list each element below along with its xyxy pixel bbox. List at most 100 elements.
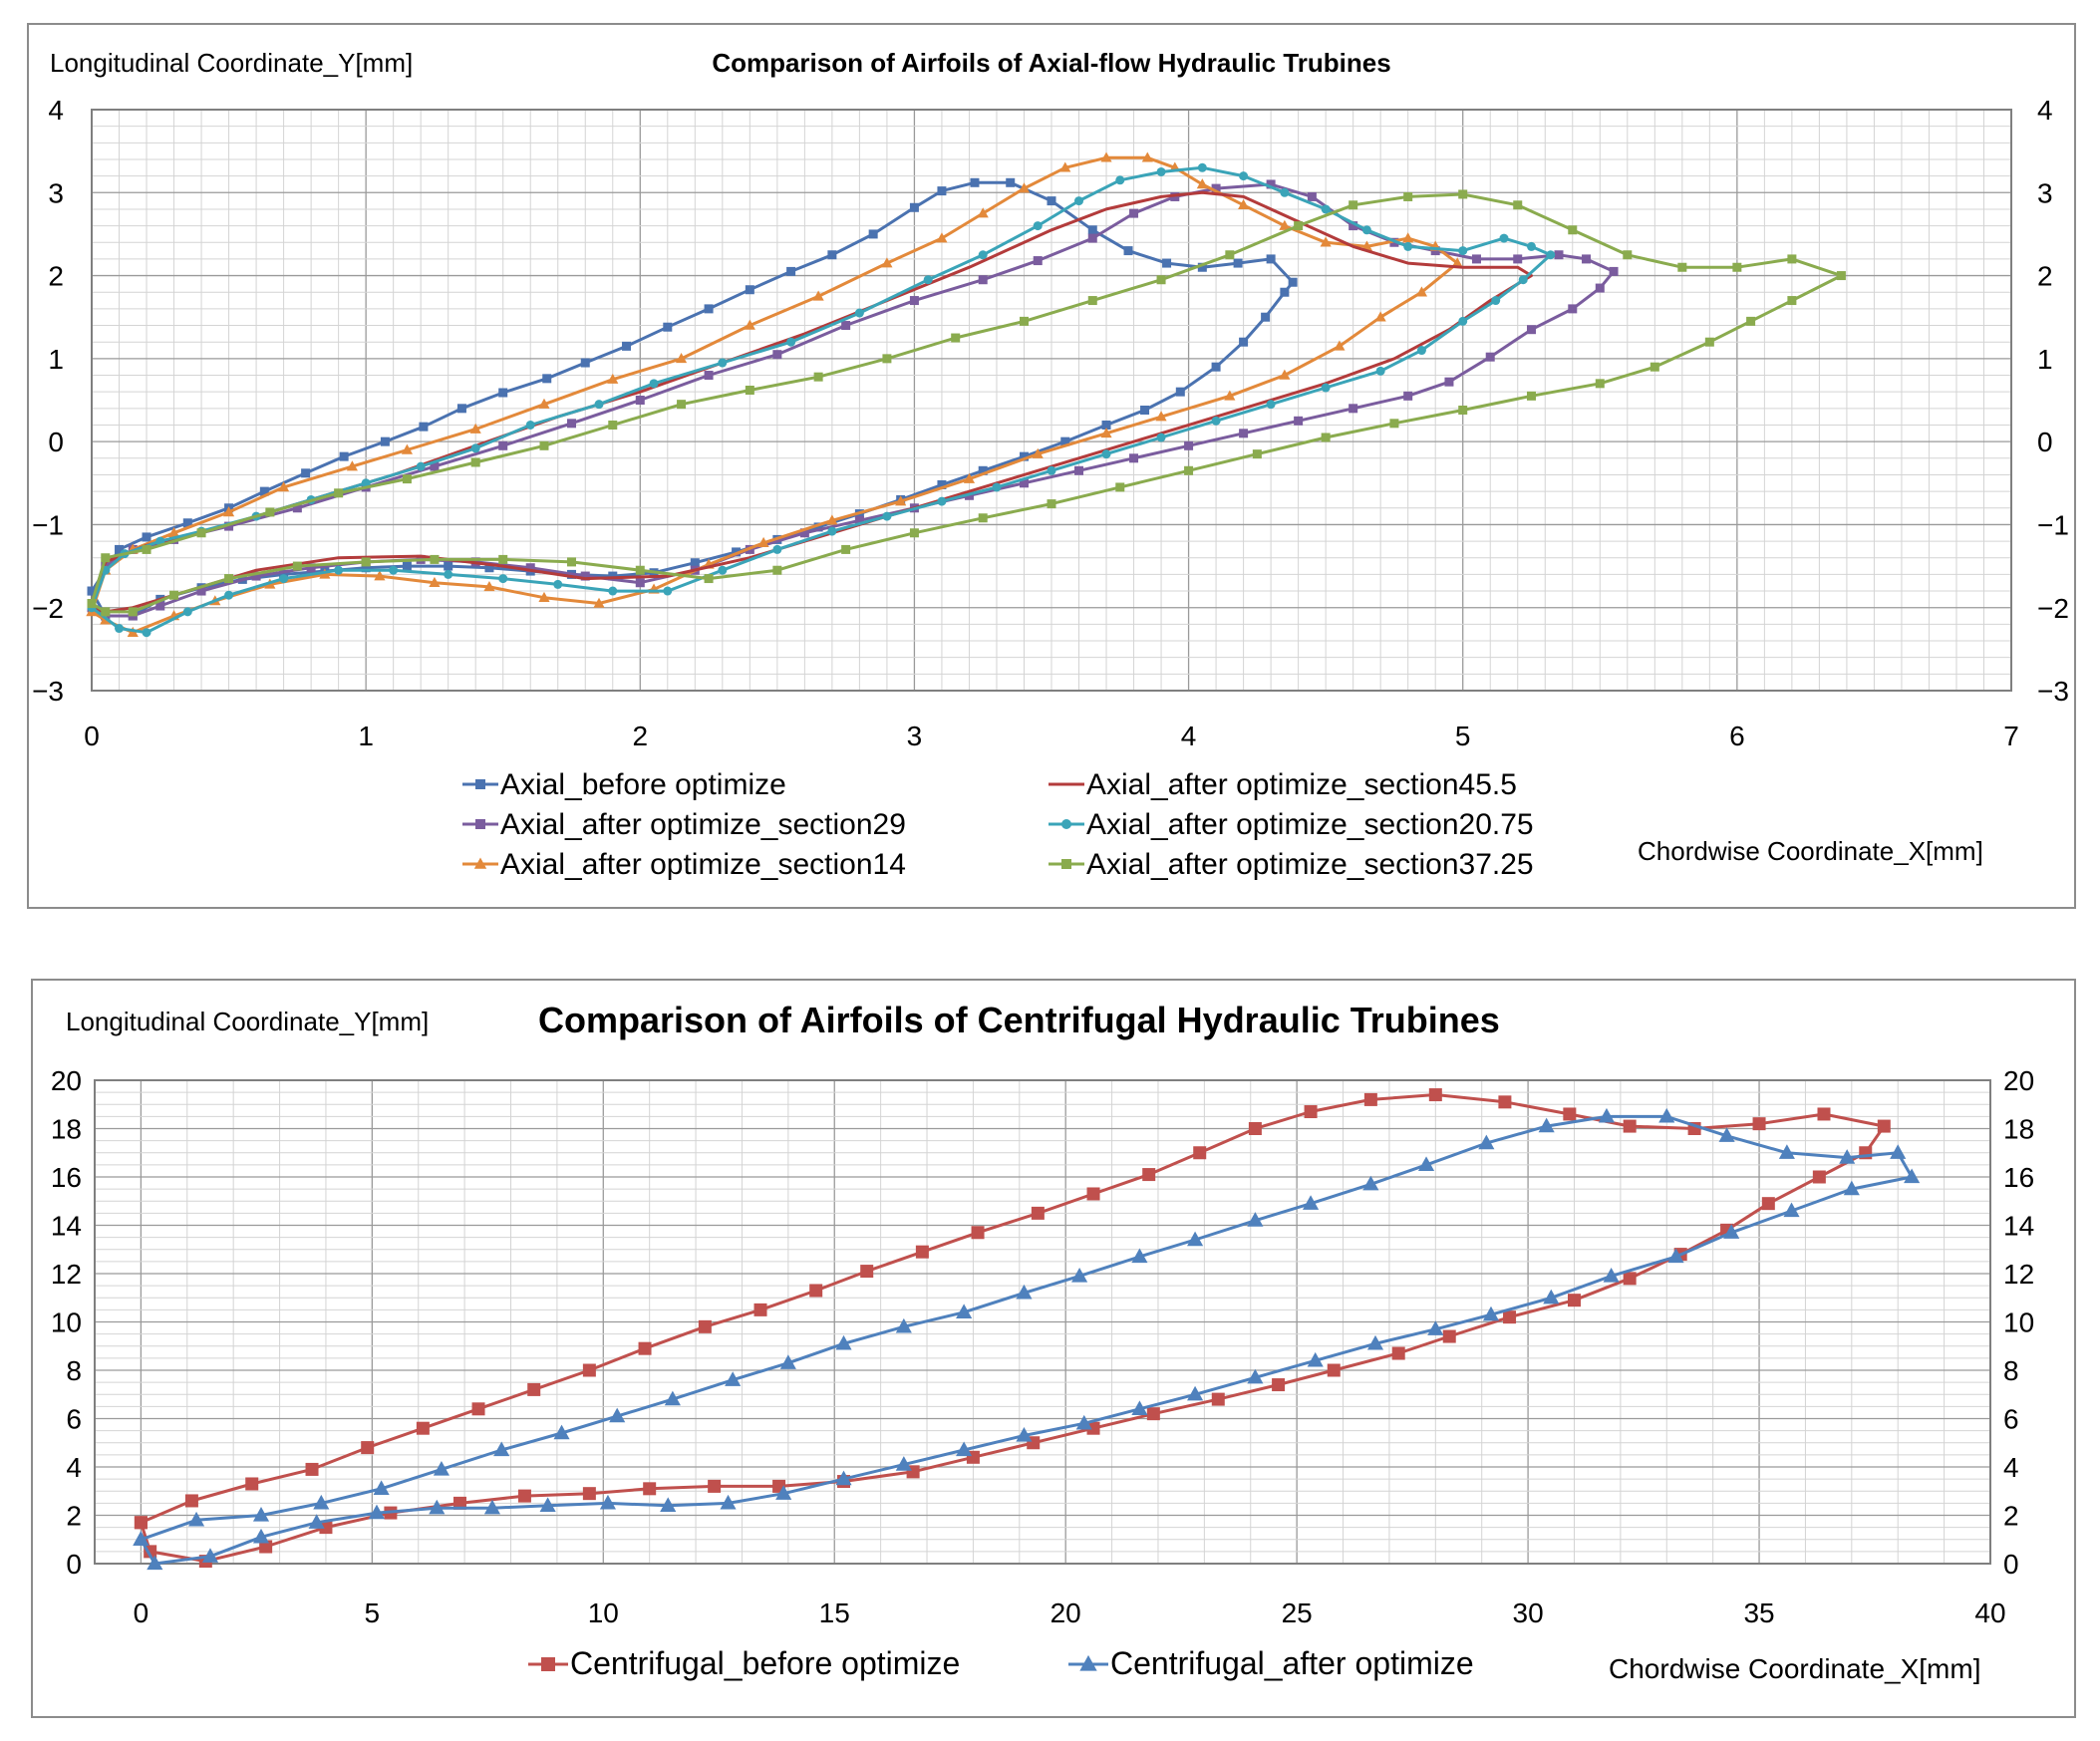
- data-point-axial-before-optimize: [690, 558, 700, 568]
- data-point-axial-after-optimize-section29: [1349, 221, 1358, 231]
- data-point-axial-after-optimize-section37-25: [1787, 254, 1797, 264]
- axial-y-tick-label-right: −2: [2037, 593, 2069, 624]
- data-point-axial-before-optimize: [87, 586, 97, 596]
- data-point-axial-after-optimize-section20-75: [718, 565, 728, 575]
- data-point-centrifugal-before-optimize: [753, 1303, 767, 1316]
- data-point-axial-after-optimize-section29: [854, 515, 864, 525]
- data-point-centrifugal-before-optimize: [184, 1494, 198, 1508]
- data-point-axial-after-optimize-section29: [1554, 250, 1564, 260]
- data-point-centrifugal-before-optimize: [698, 1319, 712, 1333]
- data-point-axial-before-optimize: [745, 285, 754, 295]
- data-point-axial-after-optimize-section37-25: [1115, 482, 1125, 492]
- data-point-axial-after-optimize-section37-25: [1568, 225, 1578, 235]
- data-point-axial-after-optimize-section37-25: [1746, 316, 1756, 326]
- data-point-axial-after-optimize-section20-75: [1115, 175, 1125, 185]
- series-line-axial-after-optimize-section20-75: [90, 165, 1553, 635]
- data-point-axial-after-optimize-section37-25: [128, 607, 138, 617]
- series-axial-after-optimize-section20-75: [87, 162, 1556, 638]
- data-point-centrifugal-before-optimize: [452, 1496, 466, 1510]
- data-point-axial-after-optimize-section37-25: [1732, 262, 1742, 272]
- centrifugal-x-axis-label: Chordwise Coordinate_X[mm]: [1609, 1653, 1981, 1684]
- data-point-centrifugal-before-optimize: [643, 1482, 657, 1496]
- data-point-axial-after-optimize-section14: [1155, 411, 1167, 422]
- data-point-centrifugal-after-optimize: [1075, 1414, 1092, 1430]
- centrifugal-y-tick-label-right: 0: [2003, 1549, 2019, 1580]
- data-point-axial-after-optimize-section29: [1087, 233, 1097, 243]
- data-point-axial-after-optimize-section20-75: [1101, 449, 1111, 459]
- data-point-axial-after-optimize-section20-75: [498, 574, 508, 584]
- centrifugal-y-tick-label-right: 18: [2003, 1114, 2034, 1145]
- data-point-axial-before-optimize: [937, 186, 947, 196]
- data-point-centrifugal-after-optimize: [539, 1497, 556, 1512]
- data-point-centrifugal-before-optimize: [1142, 1168, 1156, 1182]
- data-point-axial-after-optimize-section20-75: [334, 565, 344, 575]
- data-point-centrifugal-before-optimize: [1304, 1105, 1318, 1119]
- data-point-axial-after-optimize-section14: [222, 506, 235, 517]
- data-point-axial-after-optimize-section20-75: [786, 337, 796, 347]
- centrifugal-y-tick-label-left: 14: [51, 1211, 82, 1242]
- data-point-axial-after-optimize-section37-25: [292, 561, 302, 571]
- axial-x-tick-label: 7: [2003, 721, 2019, 751]
- data-point-axial-after-optimize-section20-75: [923, 275, 933, 285]
- data-point-axial-after-optimize-section37-25: [635, 565, 645, 575]
- data-point-centrifugal-after-optimize: [660, 1497, 677, 1512]
- legend-item-centrifugal-after-optimize: Centrifugal_after optimize: [1068, 1645, 1474, 1681]
- data-point-axial-after-optimize-section37-25: [539, 440, 549, 450]
- data-point-centrifugal-after-optimize: [373, 1480, 390, 1495]
- centrifugal-y-tick-label-right: 20: [2003, 1065, 2034, 1096]
- data-point-axial-after-optimize-section20-75: [470, 443, 480, 453]
- data-point-axial-after-optimize-section29: [772, 350, 782, 360]
- data-point-axial-after-optimize-section14: [1279, 219, 1291, 230]
- data-point-axial-after-optimize-section29: [1471, 254, 1481, 264]
- data-point-axial-after-optimize-section20-75: [1239, 171, 1249, 181]
- data-point-axial-after-optimize-section14: [278, 481, 290, 492]
- data-point-centrifugal-after-optimize: [1071, 1267, 1088, 1283]
- data-point-axial-before-optimize: [402, 561, 412, 571]
- data-point-axial-after-optimize-section20-75: [525, 420, 535, 430]
- centrifugal-y-tick-label-left: 6: [66, 1404, 82, 1435]
- data-point-centrifugal-after-optimize: [133, 1531, 150, 1546]
- axial-series: [86, 151, 1846, 638]
- data-point-centrifugal-before-optimize: [305, 1462, 319, 1476]
- data-point-axial-after-optimize-section37-25: [1527, 391, 1536, 401]
- data-point-axial-after-optimize-section20-75: [992, 482, 1002, 492]
- series-line-centrifugal-before-optimize: [139, 1093, 1886, 1564]
- legend-label: Centrifugal_after optimize: [1110, 1645, 1474, 1681]
- data-point-axial-after-optimize-section20-75: [594, 400, 604, 410]
- data-point-axial-after-optimize-section37-25: [608, 420, 618, 430]
- centrifugal-y-tick-label-left: 4: [66, 1452, 82, 1483]
- data-point-axial-after-optimize-section29: [1266, 179, 1276, 189]
- legend-item-axial-before-optimize: Axial_before optimize: [462, 768, 786, 801]
- data-point-axial-after-optimize-section20-75: [978, 250, 988, 260]
- data-point-axial-after-optimize-section20-75: [663, 586, 673, 596]
- centrifugal-x-tick-label: 10: [588, 1597, 619, 1628]
- centrifugal-x-tick-label: 15: [819, 1597, 850, 1628]
- data-point-axial-before-optimize: [704, 304, 714, 314]
- data-point-axial-after-optimize-section29: [841, 321, 851, 331]
- axial-y-tick-label-right: −1: [2037, 510, 2069, 541]
- data-point-axial-after-optimize-section29: [306, 563, 316, 573]
- data-point-axial-before-optimize: [1175, 387, 1185, 397]
- data-point-axial-after-optimize-section29: [1349, 404, 1358, 414]
- data-point-axial-before-optimize: [1101, 420, 1111, 430]
- data-point-centrifugal-after-optimize: [664, 1390, 681, 1406]
- axial-x-tick-label: 1: [358, 721, 374, 751]
- centrifugal-y-tick-label-right: 4: [2003, 1452, 2019, 1483]
- series-centrifugal-after-optimize: [133, 1107, 1921, 1571]
- data-point-axial-before-optimize: [608, 571, 618, 581]
- data-point-axial-after-optimize-section20-75: [553, 579, 563, 589]
- data-point-centrifugal-before-optimize: [517, 1489, 531, 1503]
- data-point-centrifugal-after-optimize: [1543, 1289, 1560, 1305]
- data-point-axial-before-optimize: [456, 404, 466, 414]
- data-point-axial-after-optimize-section14: [744, 319, 755, 330]
- data-point-axial-after-optimize-section37-25: [1019, 316, 1029, 326]
- data-point-axial-before-optimize: [663, 322, 673, 332]
- axial-ticks: 0 1 2 3 4 5 6 7 −3 −3 −2 −2 −1 −1 0 0 1 1 2 2 3 3 4 4: [32, 95, 2069, 751]
- centrifugal-y-tick-label-right: 2: [2003, 1501, 2019, 1532]
- data-point-axial-after-optimize-section37-25: [196, 528, 206, 538]
- data-point-axial-after-optimize-section29: [567, 419, 576, 429]
- centrifugal-x-tick-label: 5: [365, 1597, 381, 1628]
- axial-y-tick-label-left: 3: [48, 177, 64, 208]
- data-point-axial-before-optimize: [786, 266, 796, 276]
